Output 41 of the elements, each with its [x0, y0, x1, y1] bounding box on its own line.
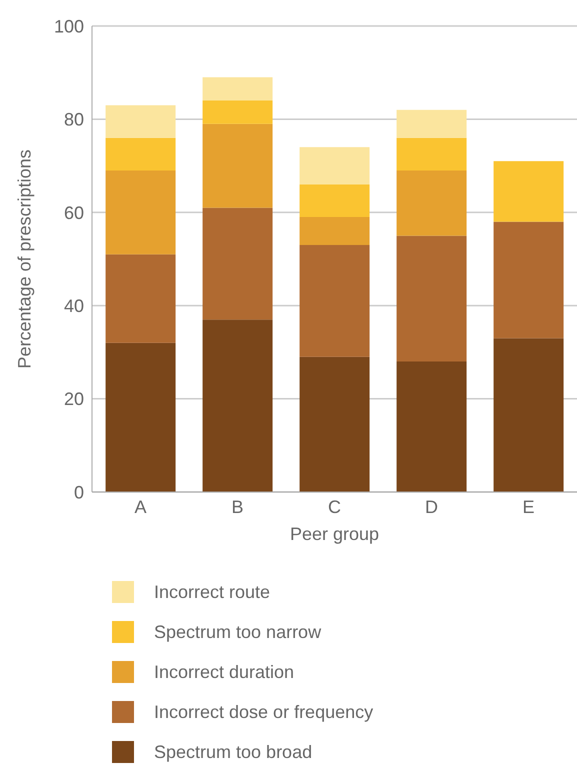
bar: [202, 124, 273, 208]
legend-label: Incorrect dose or frequency: [154, 702, 374, 722]
bar: [202, 100, 273, 124]
bar: [494, 222, 564, 338]
bar: [494, 338, 564, 492]
y-tick-label: 0: [74, 482, 84, 502]
bar: [202, 208, 273, 320]
y-axis-title: Percentage of prescriptions: [14, 149, 34, 369]
bar: [494, 161, 564, 222]
bar: [106, 138, 176, 170]
y-tick-label: 80: [64, 110, 84, 130]
bar: [396, 170, 467, 236]
legend-label: Incorrect duration: [154, 662, 294, 682]
x-tick-label: C: [328, 496, 341, 517]
legend-label: Spectrum too broad: [154, 742, 312, 762]
bar: [106, 342, 176, 492]
bar: [300, 245, 370, 357]
bar: [396, 362, 467, 492]
bar: [300, 356, 370, 492]
bar: [396, 236, 467, 362]
bar: [202, 77, 273, 101]
y-tick-label: 20: [64, 389, 84, 410]
x-tick-label: D: [425, 496, 438, 517]
legend-label: Incorrect route: [154, 582, 270, 602]
x-tick-label: B: [231, 496, 244, 517]
bar: [106, 170, 176, 254]
bar: [106, 254, 176, 343]
bar: [300, 184, 370, 218]
x-tick-label: A: [134, 496, 147, 517]
x-axis-title: Peer group: [290, 524, 380, 544]
bar: [202, 320, 273, 492]
bar: [396, 138, 467, 170]
x-tick-label: E: [522, 496, 535, 517]
legend-label: Spectrum too narrow: [154, 622, 322, 642]
bar: [300, 217, 370, 246]
y-tick-label: 40: [64, 296, 84, 316]
bar: [396, 110, 467, 138]
y-tick-label: 100: [54, 16, 84, 36]
y-tick-label: 60: [64, 202, 84, 223]
bar: [106, 105, 176, 138]
bar: [300, 147, 370, 184]
